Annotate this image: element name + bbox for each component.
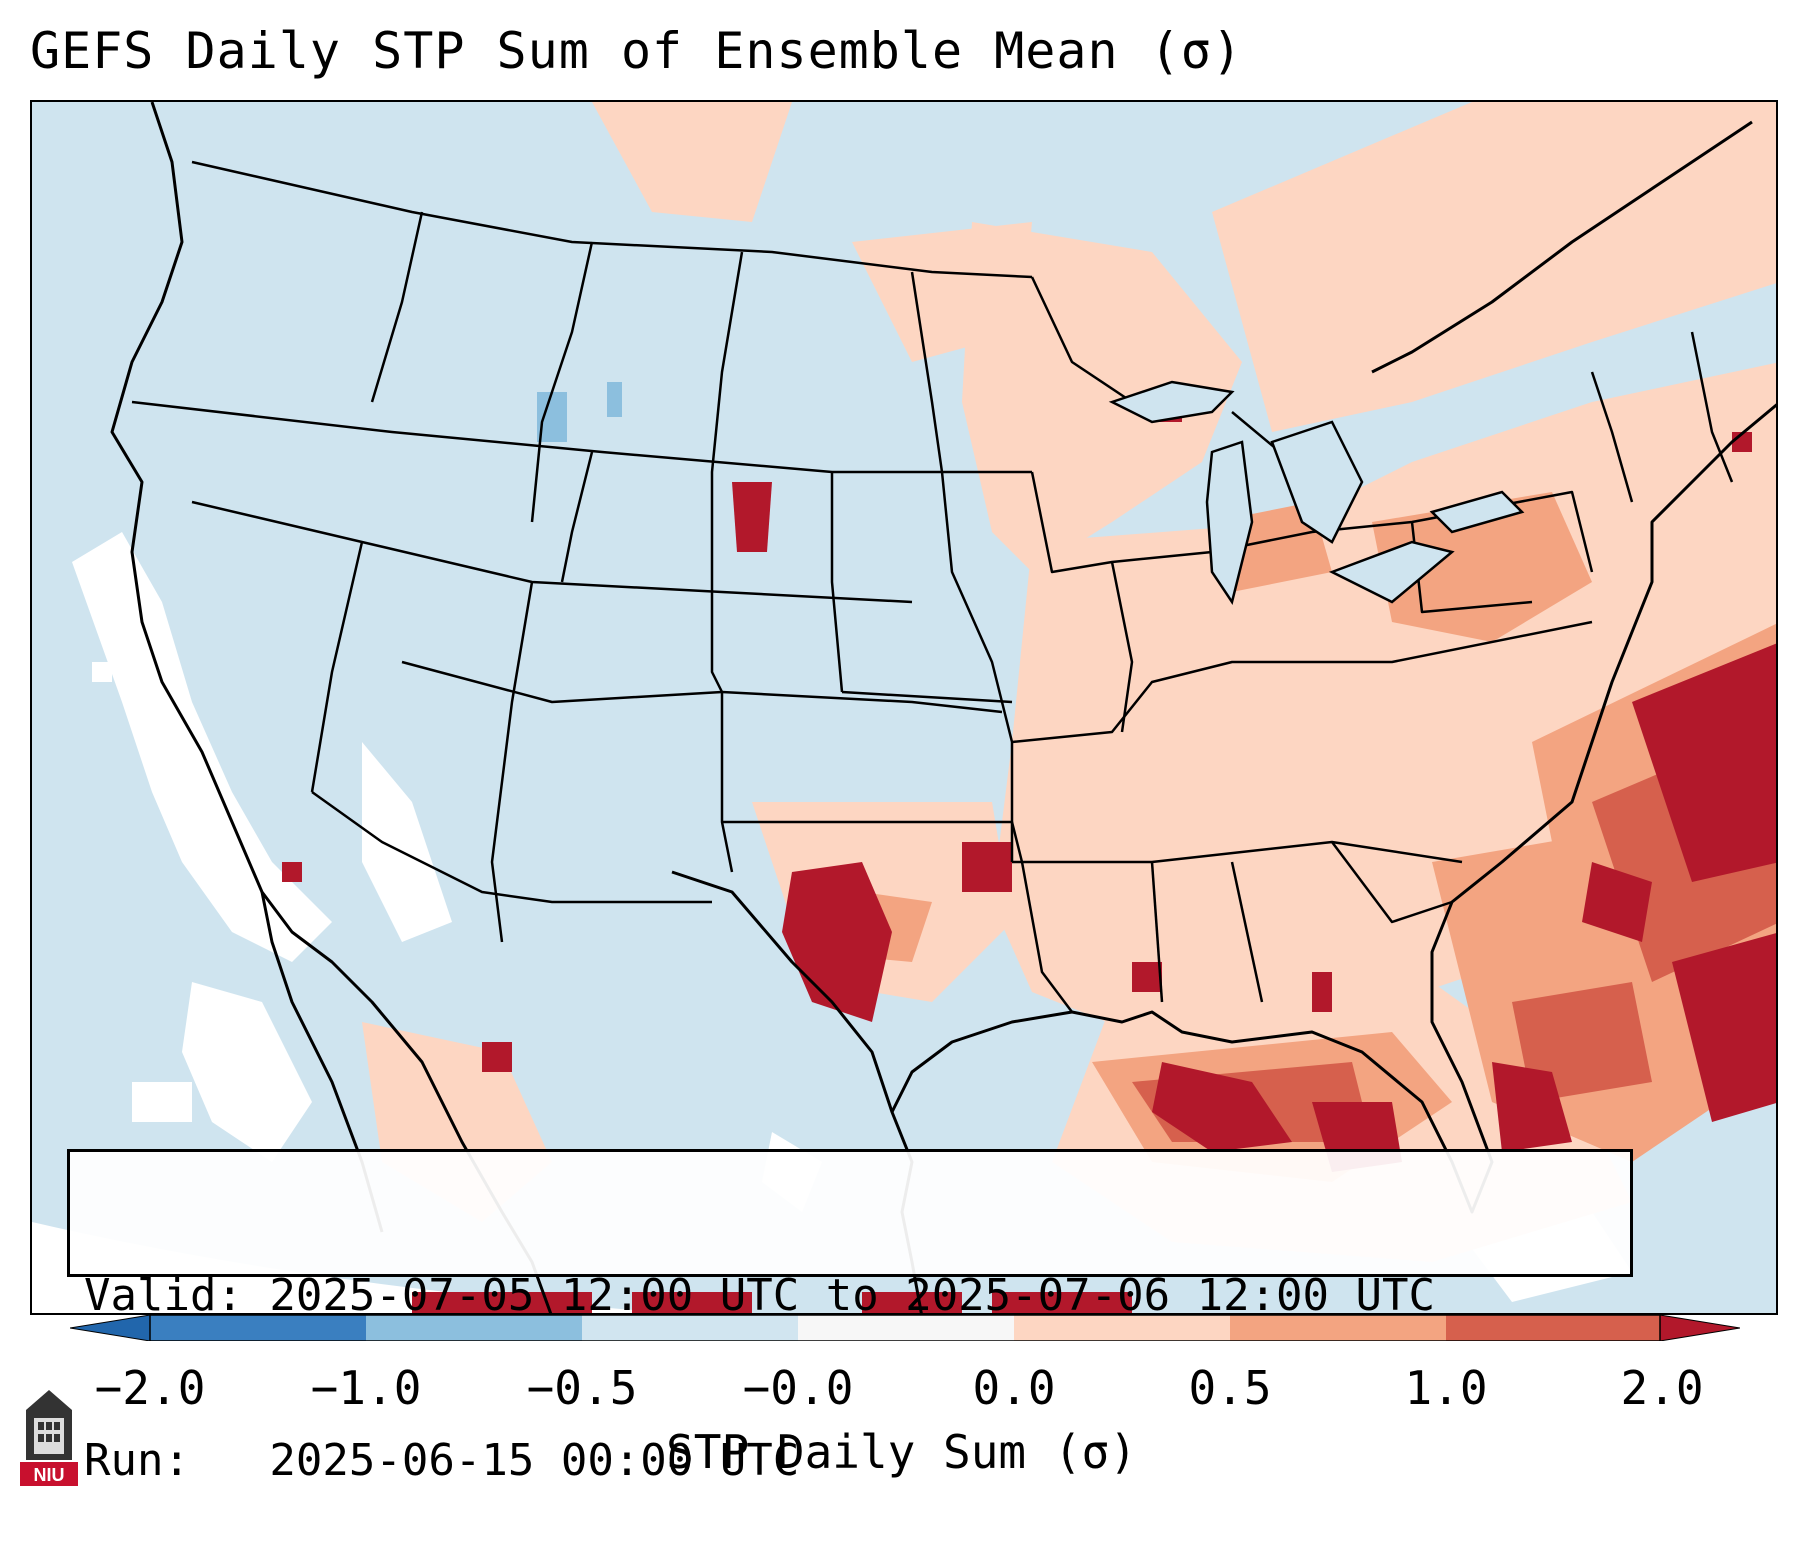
stp-negative xyxy=(537,382,622,442)
stp-gt-2.0 xyxy=(282,402,1776,1313)
colorbar-tick: −2.0 xyxy=(94,1361,206,1415)
colorbar-segment-1 xyxy=(150,1315,366,1341)
university-tower-icon: NIU xyxy=(20,1390,78,1486)
outside-domain xyxy=(32,1222,673,1313)
state-borders xyxy=(131,160,1734,1013)
run-time-text: Run: 2025-06-15 00:00 UTC xyxy=(84,1435,800,1486)
colorbar-segment-2 xyxy=(366,1315,582,1341)
colorbar-tick: −0.5 xyxy=(526,1361,638,1415)
map-panel xyxy=(30,100,1778,1315)
colorbar-tick: −1.0 xyxy=(310,1361,422,1415)
info-box: Valid: 2025-07-05 12:00 UTC to 2025-07-0… xyxy=(67,1149,1633,1486)
colorbar-extend-high xyxy=(1659,1315,1740,1341)
colorbar-extend-low xyxy=(70,1315,151,1341)
colorbar-segment-5 xyxy=(1014,1315,1230,1341)
map-title: GEFS Daily STP Sum of Ensemble Mean (σ) xyxy=(30,22,1243,80)
colorbar-segment-7 xyxy=(1446,1315,1662,1341)
map-canvas xyxy=(32,102,1776,1313)
colorbar-tick: 2.0 xyxy=(1620,1361,1704,1415)
great-lakes xyxy=(1108,380,1525,606)
colorbar-label: STP Daily Sum (σ) xyxy=(666,1425,1137,1479)
colorbar xyxy=(70,1315,1740,1341)
colorbar-segment-6 xyxy=(1230,1315,1446,1341)
colorbar-tick: 1.0 xyxy=(1404,1361,1488,1415)
valid-time-text: Valid: 2025-07-05 12:00 UTC to 2025-07-0… xyxy=(84,1270,1436,1321)
colorbar-segment-4 xyxy=(798,1315,1014,1341)
colorbar-segment-3 xyxy=(582,1315,798,1341)
logo-text: NIU xyxy=(34,1465,65,1485)
colorbar-tick: 0.5 xyxy=(1188,1361,1272,1415)
colorbar-tick: −0.0 xyxy=(742,1361,854,1415)
colorbar-tick: 0.0 xyxy=(972,1361,1056,1415)
